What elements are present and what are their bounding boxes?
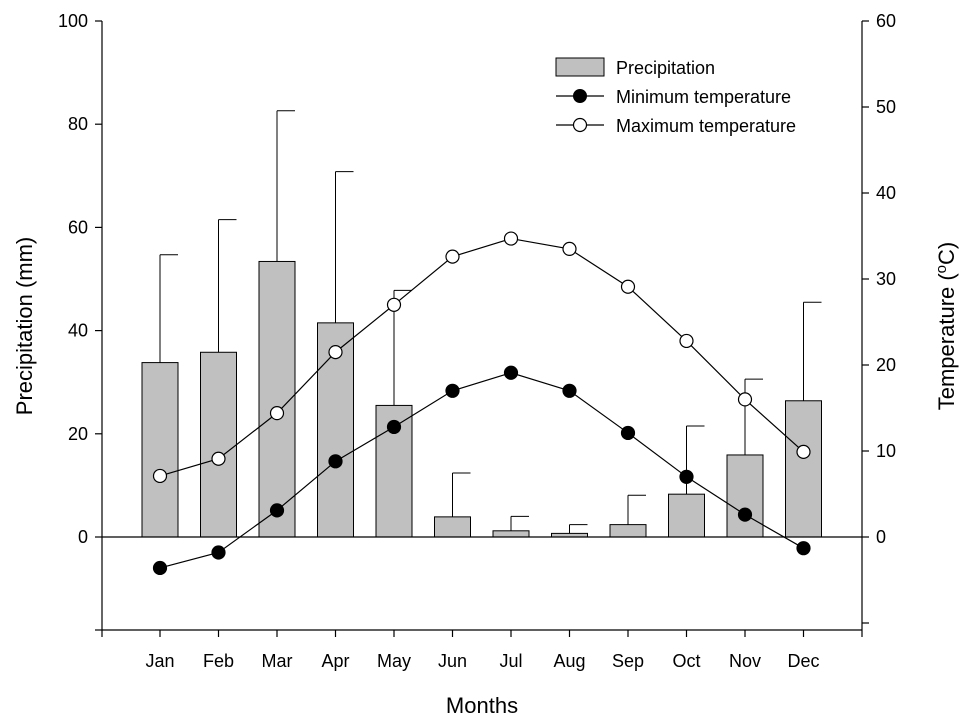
x-tick-label: Jul xyxy=(499,651,522,671)
x-tick-label: May xyxy=(377,651,411,671)
max-temp-point xyxy=(152,468,168,484)
min-temp-point xyxy=(445,383,460,398)
max-temp-point xyxy=(679,333,694,349)
left-y-tick-label: 80 xyxy=(68,114,88,134)
right-y-tick-label: 30 xyxy=(876,269,896,289)
x-tick-label: Jan xyxy=(145,651,174,671)
max-temp-point xyxy=(620,279,636,294)
x-tick-label: Sep xyxy=(612,651,644,671)
max-temp-point xyxy=(503,231,519,246)
x-tick-label: Aug xyxy=(553,651,585,671)
precipitation-bar xyxy=(668,493,705,538)
x-axis-title: Months xyxy=(446,693,518,715)
legend-precipitation-label: Precipitation xyxy=(616,58,715,78)
right-y-axis-title-superscript: o xyxy=(933,265,950,273)
min-temp-point xyxy=(679,469,694,484)
x-tick-label: Jun xyxy=(438,651,467,671)
left-y-tick-label: 100 xyxy=(58,11,88,31)
max-temp-line xyxy=(159,237,804,477)
min-temp-point xyxy=(562,383,577,398)
min-temp-point xyxy=(386,419,402,435)
axes xyxy=(101,21,863,631)
max-temp-point xyxy=(445,249,460,264)
left-y-axis-title: Precipitation (mm) xyxy=(12,237,37,415)
max-temp-point xyxy=(562,241,577,256)
precipitation-error-bars xyxy=(159,110,822,534)
max-temp-point xyxy=(796,444,811,459)
right-y-tick-label: 0 xyxy=(876,527,886,547)
left-y-tick-label: 20 xyxy=(68,424,88,444)
precipitation-bar xyxy=(434,516,471,538)
precipitation-bar xyxy=(258,260,296,538)
x-tick-label: Oct xyxy=(672,651,700,671)
precipitation-bar xyxy=(726,454,764,538)
left-y-tick-label: 60 xyxy=(68,217,88,237)
right-y-axis-title: Temperature (oC) xyxy=(933,242,959,411)
minimum-temperature-series xyxy=(152,365,811,576)
min-temp-point xyxy=(152,560,168,576)
precipitation-bar xyxy=(609,524,647,538)
right-y-tick-label: 40 xyxy=(876,183,896,203)
min-temp-point xyxy=(503,365,519,380)
right-y-tick-label: 50 xyxy=(876,97,896,117)
x-tick-label: Apr xyxy=(321,651,349,671)
legend-min-temp-marker xyxy=(573,89,587,103)
max-temp-point xyxy=(328,345,343,360)
min-temp-point xyxy=(211,545,226,560)
min-temp-line xyxy=(159,372,804,569)
max-temp-point xyxy=(211,451,226,466)
precipitation-bars xyxy=(141,260,822,538)
min-temp-point xyxy=(620,425,636,441)
x-tick-label: Dec xyxy=(787,651,819,671)
max-temp-point xyxy=(737,392,753,407)
legend: Precipitation Minimum temperature Maximu… xyxy=(555,57,796,136)
left-y-tick-label: 0 xyxy=(78,527,88,547)
x-tick-label: Mar xyxy=(262,651,293,671)
max-temp-point xyxy=(386,297,402,312)
right-y-axis-title-main: Temperature ( xyxy=(934,273,959,411)
x-tick-label: Nov xyxy=(729,651,761,671)
maximum-temperature-series xyxy=(152,231,811,484)
left-y-tick-label: 40 xyxy=(68,321,88,341)
precipitation-bar xyxy=(785,400,822,538)
legend-precipitation-swatch xyxy=(555,57,605,77)
legend-max-temp-marker xyxy=(572,117,588,133)
legend-max-temp-label: Maximum temperature xyxy=(616,116,796,136)
right-y-tick-label: 60 xyxy=(876,11,896,31)
min-temp-point xyxy=(737,507,753,522)
right-y-axis-title-tail: C) xyxy=(934,242,959,265)
legend-min-temp-label: Minimum temperature xyxy=(616,87,791,107)
precipitation-bar xyxy=(200,351,237,538)
right-y-tick-label: 10 xyxy=(876,441,896,461)
min-temp-point xyxy=(796,541,811,556)
right-y-tick-label: 20 xyxy=(876,355,896,375)
precipitation-bar xyxy=(141,362,179,538)
max-temp-point xyxy=(269,406,285,421)
min-temp-point xyxy=(328,454,343,469)
min-temp-point xyxy=(269,503,285,518)
precipitation-bar xyxy=(492,530,530,538)
x-tick-label: Feb xyxy=(203,651,234,671)
